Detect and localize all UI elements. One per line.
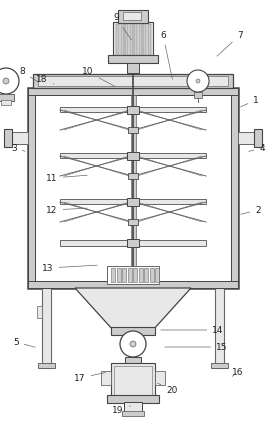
Circle shape: [196, 79, 200, 83]
Bar: [28, 281, 238, 288]
Bar: [128, 219, 138, 225]
Text: 12: 12: [46, 206, 87, 214]
Text: 8: 8: [19, 67, 38, 82]
Bar: [116, 24, 119, 55]
Bar: [60, 107, 206, 112]
Bar: [38, 76, 228, 86]
Bar: [211, 363, 228, 368]
Text: 7: 7: [217, 31, 243, 56]
Bar: [231, 88, 238, 288]
Bar: [139, 24, 142, 55]
Bar: [28, 88, 238, 288]
Text: 9: 9: [113, 13, 131, 40]
Bar: [127, 239, 139, 247]
Bar: [116, 268, 121, 282]
Text: 3: 3: [11, 143, 25, 152]
Bar: [139, 268, 142, 282]
Circle shape: [187, 70, 209, 92]
Bar: [238, 132, 256, 144]
Text: 20: 20: [158, 383, 178, 395]
Bar: [107, 395, 159, 403]
Bar: [155, 268, 159, 282]
Text: 2: 2: [241, 206, 261, 214]
Bar: [144, 268, 148, 282]
Bar: [60, 240, 206, 246]
Bar: [107, 266, 159, 284]
Bar: [215, 288, 224, 368]
Text: 19: 19: [112, 405, 130, 415]
Bar: [128, 268, 131, 282]
Text: 5: 5: [13, 337, 35, 347]
Bar: [113, 22, 153, 57]
Bar: [123, 12, 141, 20]
Bar: [127, 106, 139, 114]
Text: 14: 14: [161, 325, 224, 334]
Bar: [134, 24, 137, 55]
Bar: [35, 95, 231, 281]
Bar: [0, 94, 14, 101]
Bar: [127, 152, 139, 160]
Bar: [125, 357, 141, 363]
Bar: [114, 366, 152, 398]
Bar: [254, 129, 262, 147]
Bar: [28, 88, 35, 288]
Text: 10: 10: [82, 67, 116, 87]
Bar: [133, 268, 137, 282]
Text: 17: 17: [74, 373, 105, 382]
Circle shape: [0, 68, 19, 94]
Bar: [128, 173, 138, 179]
Bar: [127, 198, 139, 206]
Bar: [127, 63, 139, 73]
Bar: [147, 24, 150, 55]
Circle shape: [120, 331, 146, 357]
Bar: [42, 288, 51, 368]
Bar: [143, 24, 146, 55]
Bar: [125, 24, 128, 55]
Bar: [108, 55, 158, 63]
Bar: [111, 363, 155, 401]
Bar: [122, 268, 126, 282]
Bar: [37, 306, 42, 318]
Bar: [118, 10, 148, 23]
Bar: [28, 88, 238, 95]
Bar: [4, 129, 12, 147]
Bar: [60, 153, 206, 158]
Text: 4: 4: [249, 143, 265, 152]
Bar: [101, 371, 111, 385]
Bar: [60, 199, 206, 204]
Bar: [10, 132, 28, 144]
Text: 1: 1: [241, 95, 259, 107]
Text: 11: 11: [46, 174, 87, 182]
Bar: [124, 402, 142, 414]
Text: 16: 16: [232, 368, 244, 377]
Circle shape: [3, 78, 9, 84]
Bar: [150, 268, 153, 282]
Circle shape: [130, 341, 136, 347]
Text: 6: 6: [160, 31, 172, 79]
Text: 13: 13: [42, 263, 97, 273]
Bar: [111, 268, 115, 282]
Bar: [131, 95, 136, 281]
Bar: [122, 411, 144, 416]
Text: 18: 18: [36, 75, 54, 84]
Bar: [128, 127, 138, 133]
Bar: [0, 77, 8, 85]
Bar: [129, 24, 132, 55]
Text: 15: 15: [165, 342, 228, 352]
Bar: [155, 371, 165, 385]
Bar: [194, 92, 202, 98]
Bar: [38, 363, 55, 368]
Bar: [111, 327, 155, 335]
Bar: [121, 24, 123, 55]
Polygon shape: [75, 288, 191, 330]
Bar: [1, 100, 11, 105]
Bar: [33, 74, 233, 88]
